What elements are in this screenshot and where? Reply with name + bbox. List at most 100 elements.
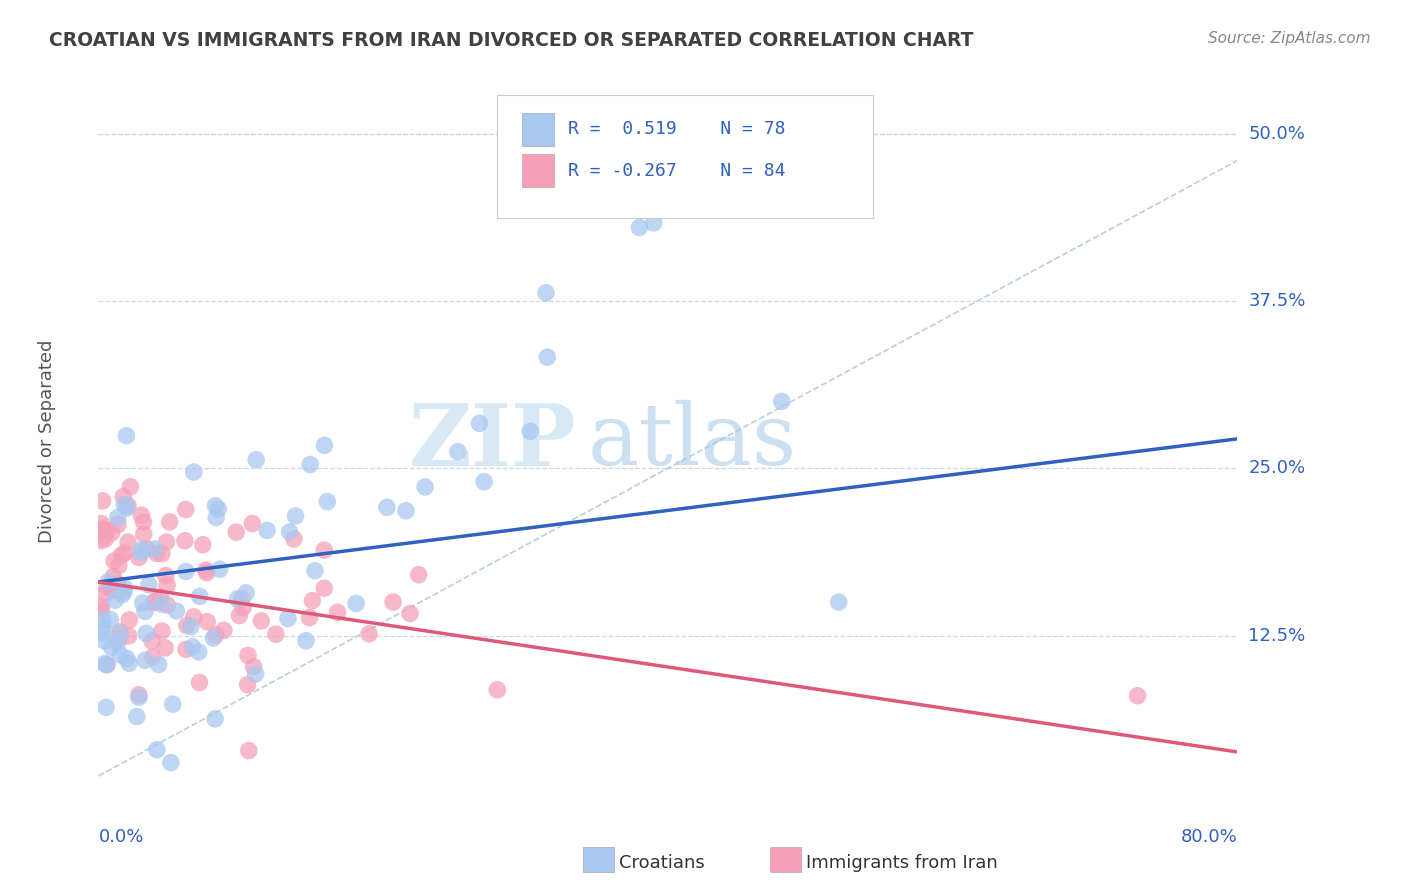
Point: [150, 597, 173, 611]
Point: [93, 633, 115, 648]
Point: [96, 657, 118, 672]
Point: [128, 690, 150, 705]
Point: [150, 547, 173, 561]
Point: [242, 660, 264, 674]
Point: [301, 593, 323, 607]
Point: [295, 633, 318, 648]
Point: [1126, 689, 1149, 703]
Point: [316, 494, 339, 508]
Point: [91, 613, 114, 627]
FancyBboxPatch shape: [498, 95, 873, 218]
Point: [382, 595, 405, 609]
Point: [344, 597, 367, 611]
Point: [165, 604, 187, 618]
Point: [118, 657, 141, 671]
Point: [145, 546, 167, 560]
Point: [183, 610, 205, 624]
Point: [117, 535, 139, 549]
Point: [174, 565, 197, 579]
Point: [395, 504, 418, 518]
Point: [94, 532, 117, 546]
Point: [155, 535, 177, 549]
Point: [115, 428, 138, 442]
Point: [277, 611, 299, 625]
Point: [181, 640, 204, 654]
Point: [173, 533, 195, 548]
Point: [204, 499, 226, 513]
Point: [250, 614, 273, 628]
Point: [231, 592, 253, 607]
Point: [195, 615, 218, 629]
Point: [98, 613, 121, 627]
Point: [183, 465, 205, 479]
Point: [128, 550, 150, 565]
Point: [245, 453, 267, 467]
Point: [134, 653, 156, 667]
Point: [118, 613, 141, 627]
Point: [129, 545, 152, 559]
Point: [138, 578, 160, 592]
Point: [131, 542, 153, 557]
Point: [299, 458, 322, 472]
Point: [399, 607, 422, 621]
Point: [128, 688, 150, 702]
Point: [314, 543, 336, 558]
Point: [94, 700, 117, 714]
Point: [194, 563, 217, 577]
Text: Source: ZipAtlas.com: Source: ZipAtlas.com: [1208, 31, 1371, 46]
Point: [107, 636, 129, 650]
Text: ZIP: ZIP: [409, 400, 576, 483]
Text: CROATIAN VS IMMIGRANTS FROM IRAN DIVORCED OR SEPARATED CORRELATION CHART: CROATIAN VS IMMIGRANTS FROM IRAN DIVORCE…: [49, 31, 974, 50]
Point: [359, 627, 381, 641]
FancyBboxPatch shape: [522, 113, 554, 145]
Point: [96, 657, 118, 672]
Point: [204, 712, 226, 726]
Point: [153, 640, 176, 655]
Point: [143, 541, 166, 556]
Text: Croatians: Croatians: [619, 855, 704, 872]
Point: [208, 562, 231, 576]
Point: [108, 648, 131, 662]
Point: [326, 605, 349, 619]
Point: [117, 629, 139, 643]
Point: [447, 444, 470, 458]
Point: [96, 523, 118, 537]
Point: [91, 522, 114, 536]
Point: [534, 285, 557, 300]
Point: [94, 587, 117, 601]
Point: [256, 524, 278, 538]
Text: Divorced or Separated: Divorced or Separated: [38, 340, 56, 543]
Point: [226, 591, 249, 606]
Point: [107, 632, 129, 646]
Point: [97, 574, 120, 589]
Point: [101, 583, 124, 598]
Point: [117, 499, 139, 513]
Point: [195, 566, 218, 580]
Point: [188, 675, 211, 690]
Point: [115, 651, 138, 665]
Point: [408, 567, 430, 582]
Point: [135, 626, 157, 640]
Point: [112, 584, 135, 599]
Point: [114, 581, 136, 595]
Point: [107, 558, 129, 573]
Text: 25.0%: 25.0%: [1249, 459, 1306, 477]
Point: [643, 216, 665, 230]
Point: [142, 650, 165, 665]
Point: [134, 604, 156, 618]
Point: [162, 697, 184, 711]
Point: [108, 624, 131, 639]
Point: [91, 523, 114, 537]
Point: [90, 516, 112, 531]
Point: [284, 508, 307, 523]
Point: [112, 490, 135, 504]
Text: R = -0.267    N = 84: R = -0.267 N = 84: [568, 161, 785, 179]
Point: [108, 626, 131, 640]
Point: [112, 498, 135, 512]
Text: atlas: atlas: [588, 400, 797, 483]
Text: 12.5%: 12.5%: [1249, 626, 1306, 645]
Point: [245, 667, 267, 681]
Point: [472, 475, 495, 489]
Point: [135, 541, 157, 556]
Point: [104, 593, 127, 607]
